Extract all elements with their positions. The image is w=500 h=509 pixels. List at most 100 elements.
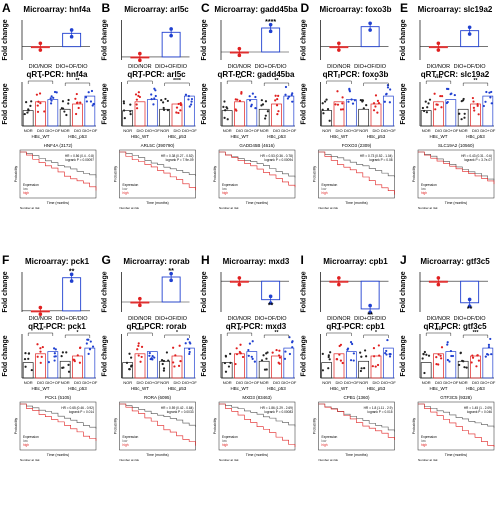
qpcr-point [188,341,191,344]
qpcr-title: qRT-PCR: hnf4a [27,70,88,79]
qpcr-point [376,111,379,114]
microarray-point [38,312,43,317]
qpcr-point [385,349,388,353]
qpcr-group-label: HBc_WT [131,386,149,391]
qpcr-point [128,368,131,371]
fold-change-label: Fold change [201,271,208,312]
qpcr-point [241,355,245,359]
km-legend-low: low [421,187,426,191]
qpcr-point [437,363,440,366]
sig-bracket [27,80,54,84]
qpcr-point [422,353,425,356]
qpcr-point [458,112,461,115]
km-curve-high [418,403,495,447]
qpcr-point [53,359,56,362]
qpcr-point [136,348,139,351]
qpcr-cat-label: NOR [160,380,169,385]
qpcr-point [386,338,389,342]
qpcr-point [53,90,57,94]
microarray-title: Microarray: cpb1 [323,257,388,266]
km-hr: HR = 0.56 (0.4 - 0.8) [65,154,94,158]
km-title: GADD45B (4616) [239,143,275,148]
qpcr-point [284,350,287,353]
qpcr-point [128,352,131,355]
km-curve-high [219,403,296,447]
qpcr-point [166,99,169,103]
microarray-point [237,282,242,287]
km-title: RORA (6095) [144,395,172,400]
qpcr-point [434,108,437,111]
qpcr-point [489,96,492,99]
qpcr-point [365,355,368,358]
qpcr-point [234,98,237,101]
qpcr-point [74,97,77,100]
qpcr-significance: * [40,76,42,82]
qpcr-cat-label: DIO+OF [45,128,61,133]
km-xlabel: Time (months) [246,453,268,457]
qpcr-point [385,92,388,95]
fold-change-label: Fold change [301,271,308,312]
qpcr-point [377,102,381,105]
panel-letter: F [2,253,9,267]
km-at-risk: Number at risk [20,458,40,462]
km-ylabel: Probability [114,166,118,183]
qpcr-point [376,363,380,367]
qpcr-point [440,94,444,98]
qpcr-point [74,112,78,116]
km-title: MXD3 (83463) [242,395,272,400]
qpcr-point [386,86,390,89]
qpcr-bar [134,101,146,127]
fold-change-label: Fold change [2,335,9,376]
qpcr-cat-label: DIO [372,380,379,385]
qpcr-point [250,105,253,108]
qpcr-point [487,343,491,346]
km-legend-title: Expression [421,183,437,187]
qpcr-cat-label: NOR [260,128,269,133]
qpcr-point [91,345,95,348]
qpcr-point [224,109,227,112]
km-at-risk: Number at risk [20,206,40,210]
qpcr-cat-label: NOR [61,380,70,385]
qpcr-point [424,100,427,103]
qpcr-point [38,92,42,95]
qpcr-point [122,100,125,103]
qpcr-point [374,105,377,108]
qpcr-point [490,90,493,94]
microarray-title: Microarray: gadd45ba [214,5,298,14]
qpcr-bar [283,347,295,379]
microarray-point [268,301,273,305]
qpcr-group-label: HBc_p53 [68,134,87,139]
qpcr-title: qRT-PCR: gtf3c5 [423,322,487,331]
km-frame [318,149,395,199]
qpcr-point [428,98,432,101]
km-title: CPB1 (1360) [343,395,370,400]
qpcr-point [52,96,55,99]
qpcr-significance: * [375,78,377,84]
qpcr-bar [482,95,494,127]
qpcr-point [61,351,64,354]
qpcr-point [260,99,263,102]
qpcr-point [487,353,490,356]
qpcr-bar [171,355,183,379]
km-xlabel: Time (months) [146,201,168,205]
qpcr-point [137,344,140,347]
qpcr-point [251,357,254,360]
qpcr-cat-label: NOR [24,128,33,133]
qpcr-point [37,100,40,103]
qpcr-point [460,100,463,103]
qpcr-point [435,363,438,366]
qpcr-cat-label: NOR [359,128,368,133]
qpcr-point [27,108,30,111]
x-label-ctrl: DIO/NOR [427,64,451,70]
qpcr-point [234,362,237,366]
qpcr-bar [321,362,333,379]
x-label-ctrl: DIO/NOR [29,64,53,70]
qpcr-point [290,93,293,97]
panel-letter: B [102,1,111,15]
qpcr-point [150,98,153,101]
km-xlabel: Time (months) [47,453,69,457]
km-xlabel: Time (months) [345,201,367,205]
qpcr-point [164,97,167,101]
